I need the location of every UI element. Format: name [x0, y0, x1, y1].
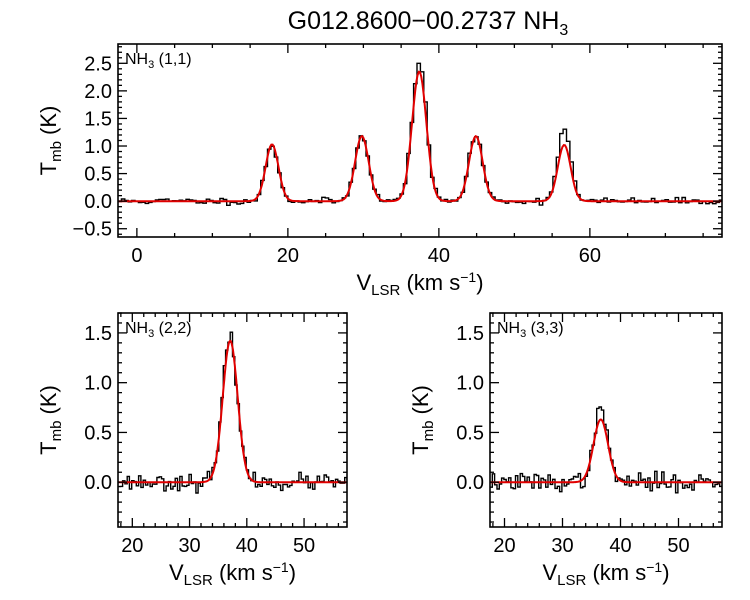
y-tick-label: 0.0	[84, 472, 112, 494]
y-tick-label: 0.5	[84, 422, 112, 444]
y-tick-label: 1.5	[84, 108, 112, 130]
x-axis-label: VLSR (km s−1)	[356, 269, 483, 299]
figure-title: G012.8600−00.2737 NH3	[288, 7, 569, 39]
x-tick-label: 20	[277, 245, 299, 267]
x-tick-label: 40	[428, 245, 450, 267]
y-tick-label: 0.0	[84, 191, 112, 213]
x-tick-label: 30	[551, 535, 573, 557]
y-tick-label: 2.5	[84, 53, 112, 75]
y-axis-label: Tmb (K)	[408, 385, 437, 455]
panel-top-nh3-11: 0 20 40 60 −0.5 0.0 0.5 1.0 1.5 2.0 2.5 VLSR (km s−…	[36, 43, 723, 299]
y-tick-label: 1.0	[456, 373, 484, 395]
x-tick-label: 40	[236, 535, 258, 557]
x-tick-label: 50	[667, 535, 689, 557]
y-tick-label: 0.5	[456, 422, 484, 444]
y-axis-label: Tmb (K)	[36, 385, 65, 455]
x-tick-label: 30	[178, 535, 200, 557]
series-fit	[490, 418, 722, 484]
x-tick-label: 20	[493, 535, 515, 557]
x-tick-label: 0	[131, 245, 142, 267]
y-tick-label: 0.0	[456, 472, 484, 494]
axis-ticks	[118, 312, 347, 527]
panel-bottom-right-nh3-33: 20 30 40 50 0.0 0.5 1.0 1.5 VLSR (km s−1) Tmb (K)…	[408, 312, 723, 589]
series-fit	[118, 339, 347, 484]
series-fit	[118, 70, 722, 203]
y-tick-label: 1.0	[84, 136, 112, 158]
x-tick-label: 40	[609, 535, 631, 557]
axis-ticks	[490, 312, 722, 527]
plot-frame	[489, 312, 723, 528]
y-tick-label: −0.5	[73, 219, 112, 241]
x-tick-label: 20	[121, 535, 143, 557]
y-tick-label: 2.0	[84, 81, 112, 103]
transition-label: NH3 (2,2)	[125, 320, 192, 340]
plot-frame	[117, 312, 348, 528]
x-tick-label: 60	[579, 245, 601, 267]
y-tick-label: 0.5	[84, 164, 112, 186]
y-tick-label: 1.5	[84, 323, 112, 345]
x-axis-label: VLSR (km s−1)	[169, 559, 296, 589]
transition-label: NH3 (1,1)	[125, 51, 192, 71]
y-axis-label: Tmb (K)	[36, 106, 65, 176]
series-observed	[490, 406, 722, 494]
y-tick-label: 1.5	[456, 323, 484, 345]
x-axis-label: VLSR (km s−1)	[542, 559, 669, 589]
axis-ticks	[118, 44, 722, 237]
y-tick-label: 1.0	[84, 373, 112, 395]
transition-label: NH3 (3,3)	[497, 320, 564, 340]
x-tick-label: 50	[293, 535, 315, 557]
panel-bottom-left-nh3-22: 20 30 40 50 0.0 0.5 1.0 1.5 VLSR (km s−1) Tmb (K)…	[36, 312, 348, 589]
